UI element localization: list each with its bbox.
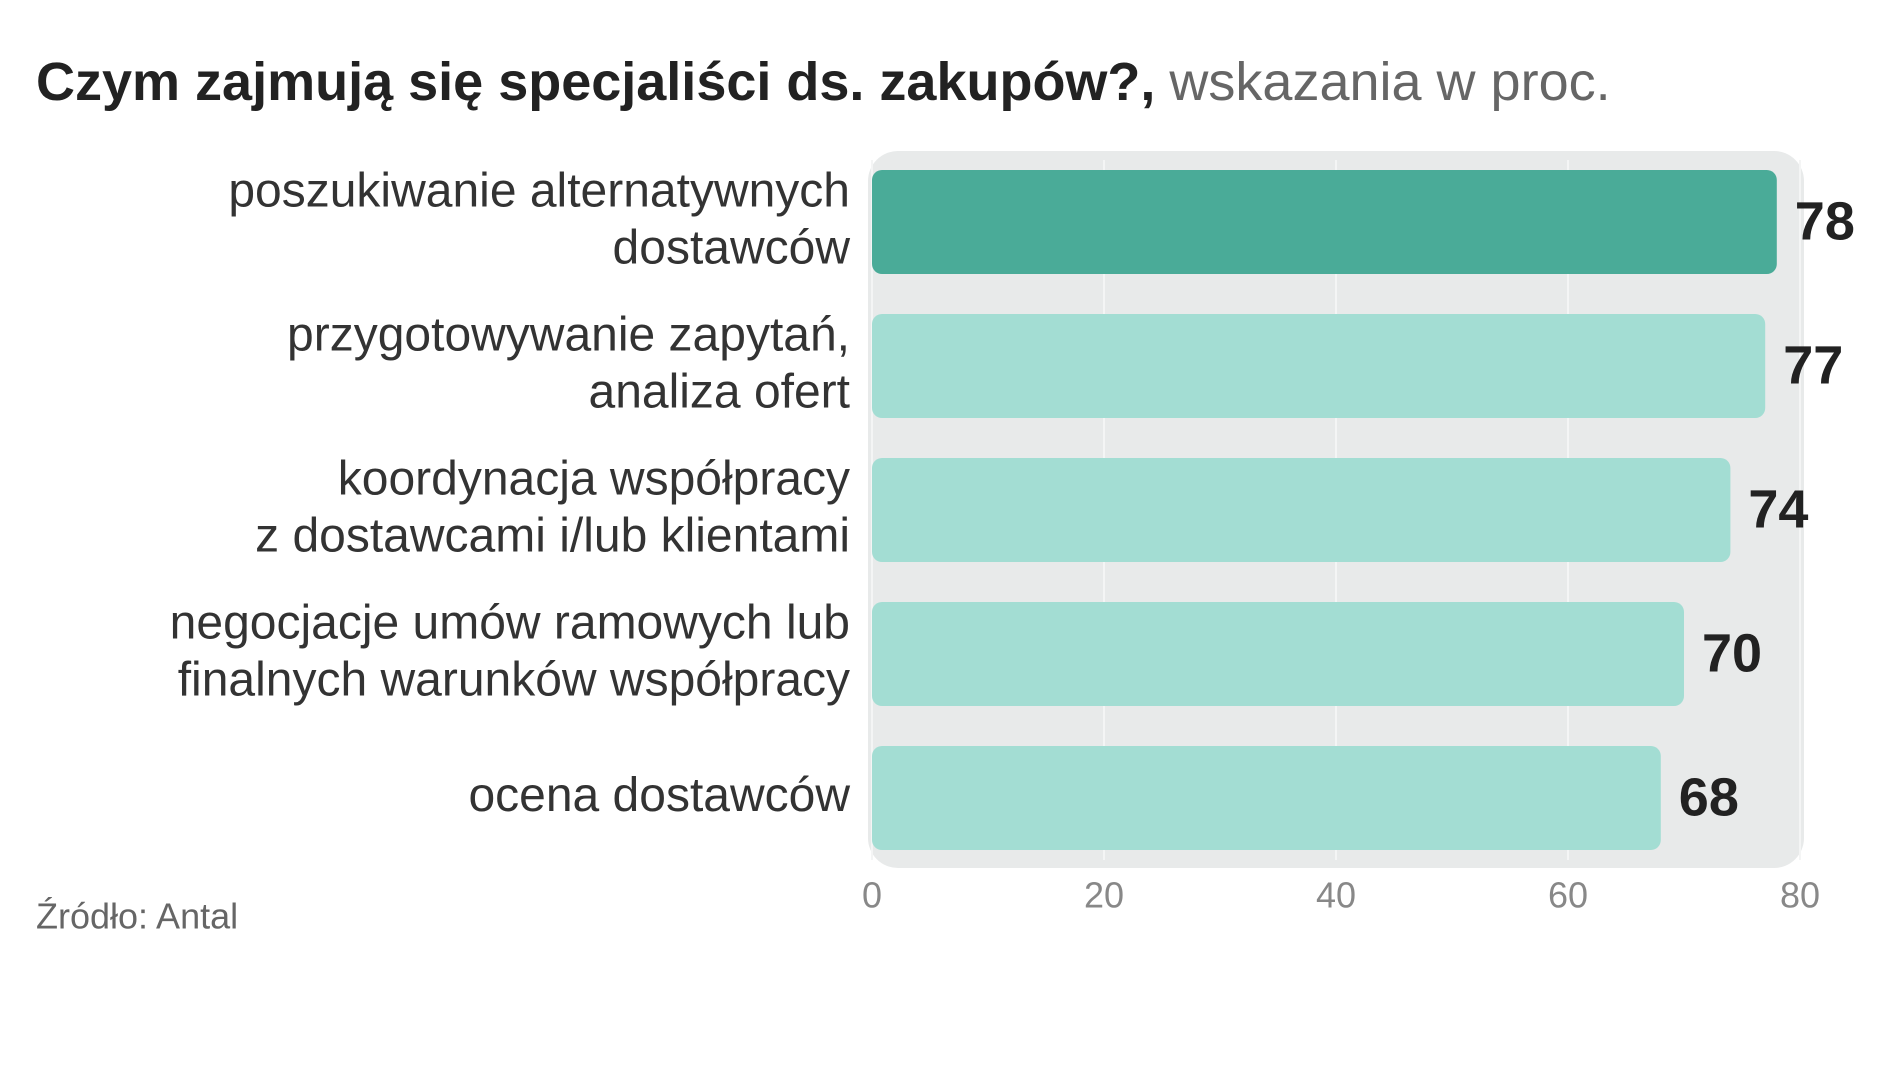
category-line: finalnych warunków współpracy [178, 653, 850, 706]
value-label: 70 [1702, 623, 1762, 683]
category-label: negocjacje umów ramowych lub finalnych wa… [170, 596, 850, 706]
value-label: 77 [1783, 335, 1843, 395]
bar [872, 314, 1766, 418]
chart-title: Czym zajmują się specjaliści ds. zakupów… [36, 52, 1611, 112]
category-line: negocjacje umów ramowych lub [170, 596, 850, 649]
source: Źródło: Antal [36, 896, 238, 937]
category-line: koordynacja współpracy [338, 452, 850, 505]
bar [872, 170, 1777, 274]
category-line: z dostawcami i/lub klientami [255, 509, 850, 562]
category-label: koordynacja współpracy z dostawcami i/lub… [255, 452, 850, 562]
title: Czym zajmują się specjaliści ds. zakupów… [36, 52, 1155, 112]
category-label: przygotowywanie zapytań, analiza ofert [287, 308, 850, 418]
bar [872, 458, 1731, 562]
category-line: ocena dostawców [468, 769, 850, 822]
category-line: dostawców [613, 221, 851, 274]
category-line: poszukiwanie alternatywnych [228, 164, 850, 217]
category-line: przygotowywanie zapytań, [287, 308, 850, 361]
subtitle: wskazania w proc. [1168, 52, 1610, 112]
x-tick-label: 20 [1084, 875, 1124, 916]
category-label: poszukiwanie alternatywnych dostawców [228, 164, 850, 274]
x-tick-label: 60 [1548, 875, 1588, 916]
category-line: analiza ofert [589, 365, 851, 418]
value-label: 74 [1748, 479, 1808, 539]
value-label: 68 [1679, 767, 1739, 827]
x-tick-label: 80 [1780, 875, 1820, 916]
bar [872, 602, 1684, 706]
x-tick-label: 40 [1316, 875, 1356, 916]
value-label: 78 [1795, 191, 1855, 251]
bar [872, 746, 1661, 850]
category-label: ocena dostawców [468, 769, 850, 822]
x-tick-label: 0 [862, 875, 882, 916]
